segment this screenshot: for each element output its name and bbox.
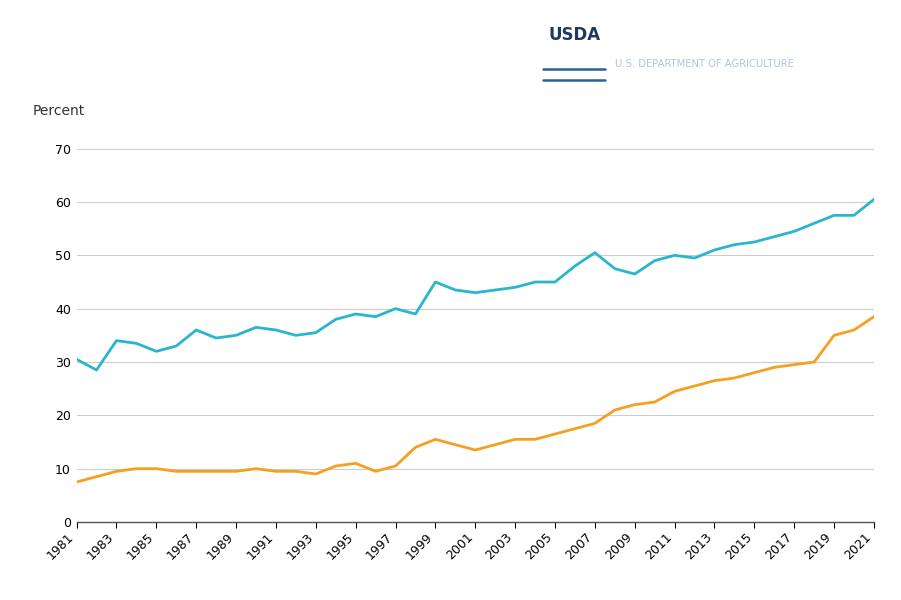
Text: Economic Research Service: Economic Research Service xyxy=(615,19,841,34)
Text: Percent: Percent xyxy=(32,104,85,118)
Bar xyxy=(541,11,608,97)
Text: U.S. DEPARTMENT OF AGRICULTURE: U.S. DEPARTMENT OF AGRICULTURE xyxy=(615,59,795,69)
Text: vegetable availability, 2007–21: vegetable availability, 2007–21 xyxy=(16,71,345,91)
Text: Imports as a share of U.S. fresh fruit and: Imports as a share of U.S. fresh fruit a… xyxy=(16,24,450,43)
Text: USDA: USDA xyxy=(549,26,600,44)
